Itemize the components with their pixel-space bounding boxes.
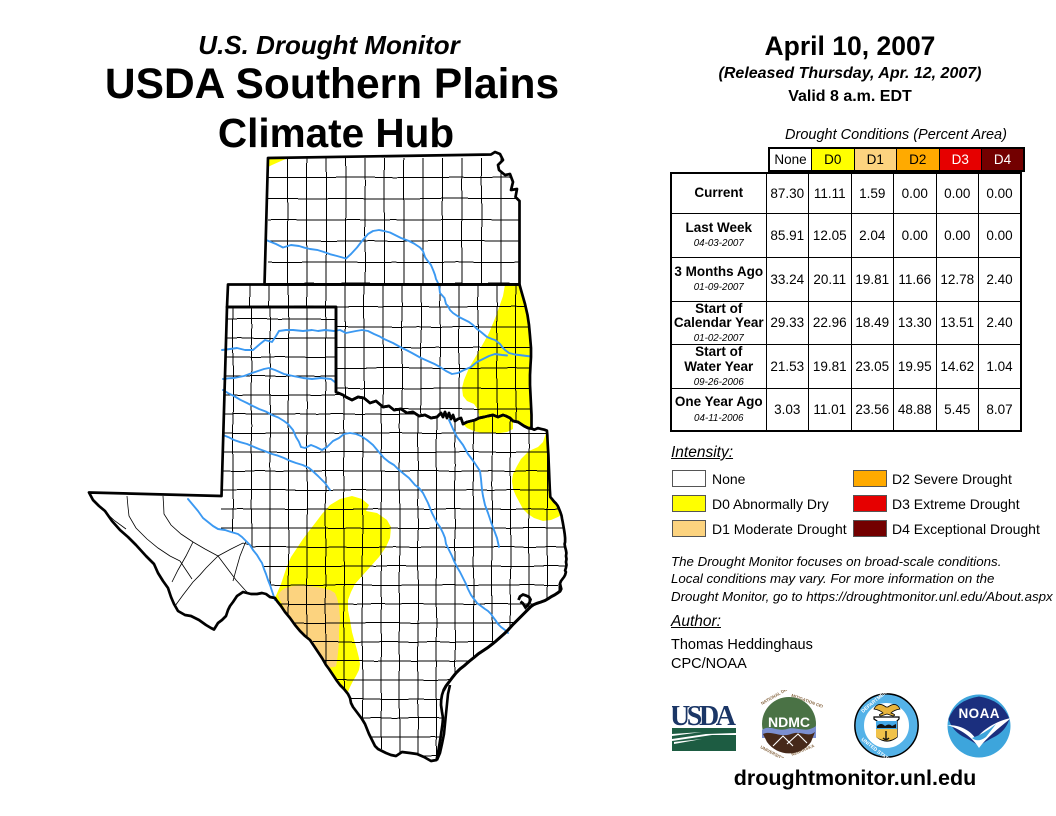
svg-text:NOAA: NOAA xyxy=(959,706,1000,721)
svg-text:NDMC: NDMC xyxy=(768,714,810,730)
svg-text:USDA: USDA xyxy=(672,703,737,732)
